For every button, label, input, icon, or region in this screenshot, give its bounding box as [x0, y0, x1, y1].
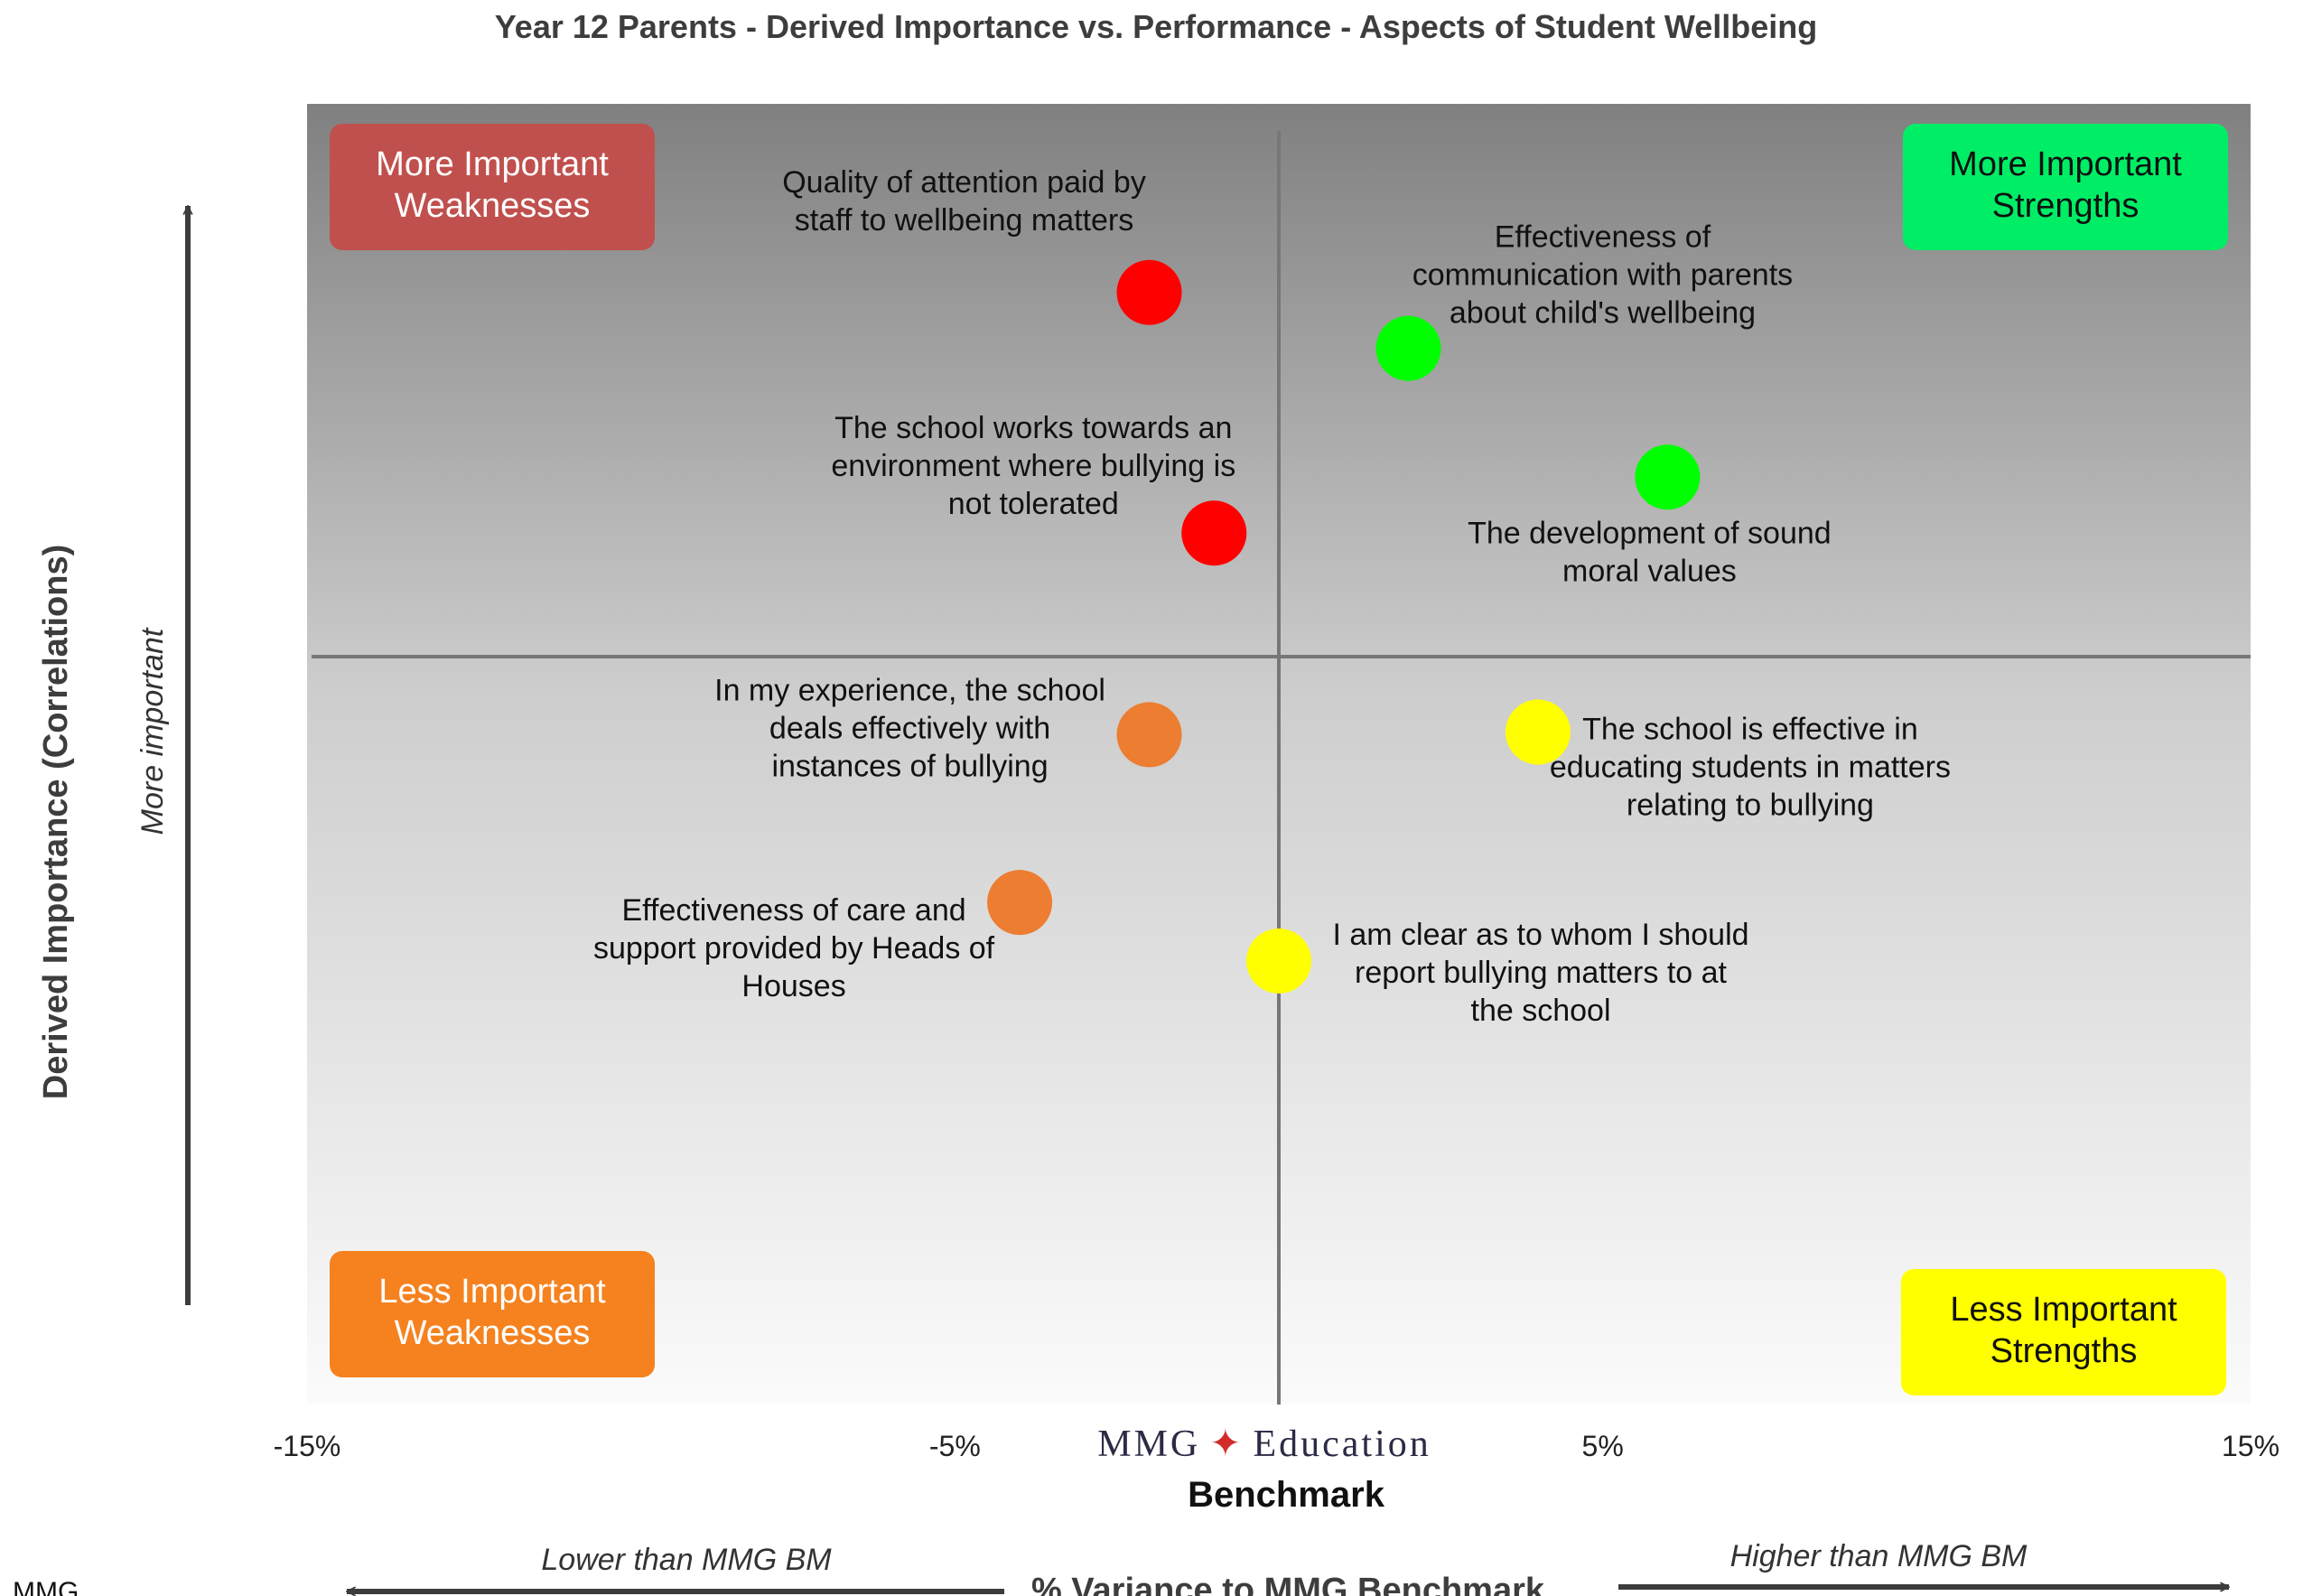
data-point-label: Effectiveness of care and support provide… — [593, 893, 995, 1003]
data-point-label-line: the school — [1471, 994, 1611, 1028]
data-point-label-line: Effectiveness of — [1495, 220, 1711, 255]
x-arrow-right-note: Higher than MMG BM — [1730, 1539, 2028, 1573]
data-point — [1116, 702, 1182, 768]
data-point-label-line: Quality of attention paid by — [782, 165, 1146, 200]
quadrant-box — [330, 124, 655, 250]
data-point-label: I am clear as to whom I should report bul… — [1332, 918, 1748, 1028]
quadrant-label-line: Less Important — [1950, 1291, 2177, 1329]
x-tick-label: 5% — [1582, 1430, 1624, 1462]
data-point-label: The school is effective in educating stud… — [1550, 713, 1951, 823]
x-arrow-left-note: Lower than MMG BM — [541, 1543, 832, 1577]
quadrant-labels: More Important Weaknesses More Important St… — [330, 124, 2228, 1395]
quadrant-label-line: Less Important — [378, 1273, 606, 1311]
data-point-label-line: staff to wellbeing matters — [795, 203, 1133, 238]
data-point-label-line: instances of bullying — [771, 749, 1048, 783]
x-axis-title: Benchmark — [1188, 1475, 1385, 1515]
data-point — [1505, 699, 1571, 765]
quadrant-label-line: Strengths — [1990, 1332, 2138, 1370]
data-point-label-line: The development of sound — [1468, 516, 1832, 550]
data-point-label-line: educating students in matters — [1550, 751, 1951, 785]
data-point-label-line: Houses — [741, 969, 845, 1003]
data-point-label: The school works towards an environment w… — [831, 411, 1235, 521]
y-arrow-note: More important — [135, 627, 170, 835]
x-tick-label: 15% — [2222, 1430, 2279, 1462]
data-point-labels: Quality of attention paid by staff to wel… — [593, 165, 1951, 1028]
logo-education: Education — [1253, 1423, 1431, 1465]
data-point-label-line: deals effectively with — [769, 711, 1050, 745]
data-point-label-line: The school works towards an — [834, 411, 1232, 445]
data-point-label-line: moral values — [1562, 554, 1737, 588]
data-point-label-line: Effectiveness of care and — [621, 893, 965, 928]
quadrant-top-left: More Important Weaknesses — [330, 124, 655, 250]
y-axis-title: Derived Importance (Correlations) — [37, 545, 75, 1099]
quadrant-box — [1901, 1269, 2226, 1395]
quadrant-label-line: Weaknesses — [395, 187, 591, 225]
data-points — [987, 259, 1701, 994]
quadrant-label: Less Important Weaknesses — [378, 1273, 606, 1352]
data-point-label: The development of sound moral values — [1468, 516, 1832, 588]
data-point — [1246, 928, 1311, 994]
data-point-label-line: environment where bullying is — [831, 449, 1235, 483]
quadrant-label: More Important Strengths — [1949, 145, 2182, 225]
quadrant-top-right: More Important Strengths — [1903, 124, 2228, 250]
data-point-label-line: about child's wellbeing — [1450, 296, 1756, 331]
data-point — [987, 870, 1053, 936]
footer-source: MMG — [13, 1577, 79, 1596]
quadrant-label: Less Important Strengths — [1950, 1291, 2177, 1370]
data-point-label: In my experience, the school deals effect… — [714, 673, 1105, 783]
quadrant-label-line: More Important — [1949, 145, 2182, 183]
data-point-label: Effectiveness of communication with paren… — [1412, 220, 1793, 331]
data-point-label-line: In my experience, the school — [714, 673, 1105, 707]
data-point-label-line: The school is effective in — [1582, 713, 1918, 747]
quadrant-bottom-left: Less Important Weaknesses — [330, 1251, 655, 1377]
data-point-label-line: support provided by Heads of — [593, 931, 995, 966]
logo: MMG ✦ Education — [1097, 1423, 1431, 1465]
data-point-label-line: report bullying matters to at — [1355, 956, 1728, 990]
x-tick-labels: -15% -5% 5% 15% — [274, 1430, 2279, 1462]
quadrant-label-line: More Important — [376, 145, 609, 183]
logo-star-icon: ✦ — [1209, 1423, 1244, 1465]
chart-title: Year 12 Parents - Derived Importance vs.… — [495, 8, 1817, 45]
data-point — [1375, 315, 1441, 381]
data-point-label-line: relating to bullying — [1627, 789, 1874, 823]
x-tick-label: -15% — [274, 1430, 341, 1462]
x-variance-title: % Variance to MMG Benchmark — [1031, 1572, 1545, 1596]
logo-mmg: MMG — [1097, 1423, 1200, 1465]
x-tick-label: -5% — [929, 1430, 981, 1462]
data-point — [1181, 500, 1247, 566]
quadrant-bottom-right: Less Important Strengths — [1901, 1269, 2226, 1395]
quadrant-label: More Important Weaknesses — [376, 145, 609, 225]
data-point-label-line: communication with parents — [1412, 258, 1793, 293]
data-point-label: Quality of attention paid by staff to wel… — [782, 165, 1146, 238]
data-point-label-line: I am clear as to whom I should — [1332, 918, 1748, 952]
quadrant-box — [1903, 124, 2228, 250]
data-point — [1116, 259, 1182, 325]
data-point-label-line: not tolerated — [948, 487, 1119, 521]
quadrant-label-line: Weaknesses — [395, 1314, 591, 1352]
quadrant-label-line: Strengths — [1992, 187, 2140, 225]
data-point — [1635, 444, 1701, 510]
quadrant-box — [330, 1251, 655, 1377]
